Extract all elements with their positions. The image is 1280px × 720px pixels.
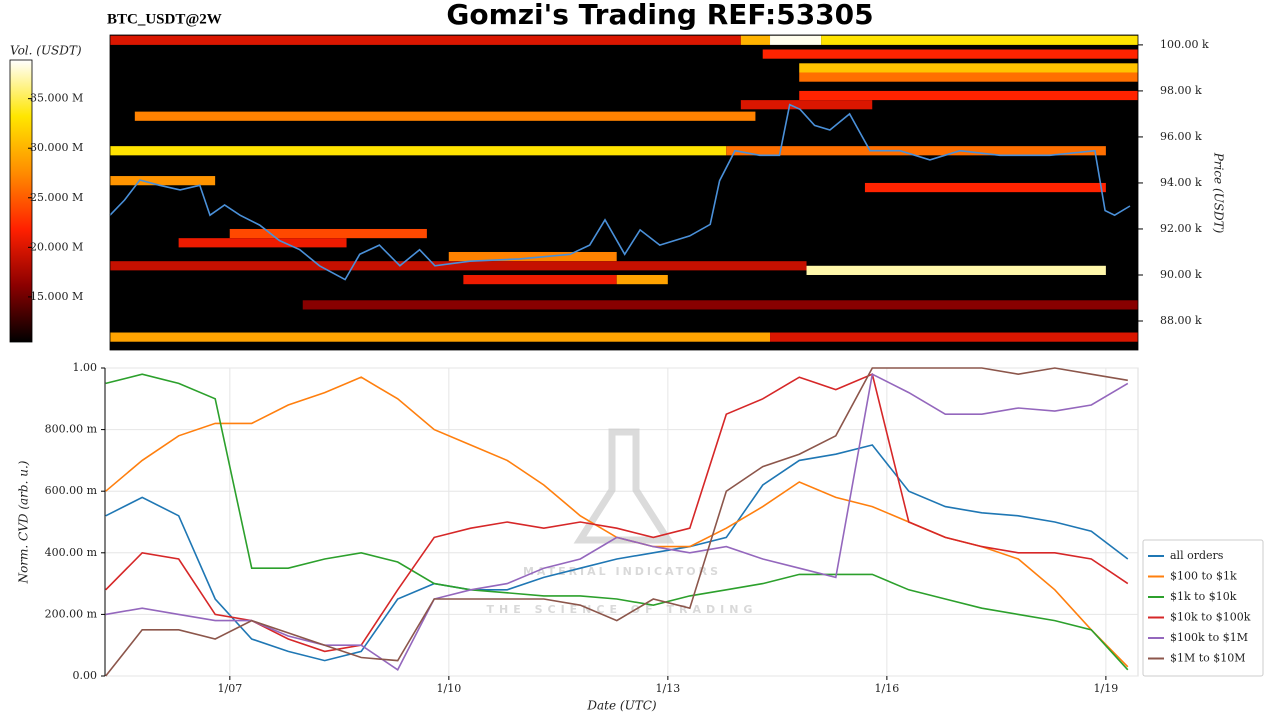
watermark: MATERIAL INDICATORS THE SCIENCE OF TRADI… xyxy=(487,428,758,616)
cvd-line xyxy=(105,444,1129,662)
price-line xyxy=(109,103,1131,281)
heatmap-cell xyxy=(110,261,807,271)
y-tick-label: 100.00 k xyxy=(1160,38,1209,51)
heatmap-frame xyxy=(109,34,1139,351)
heatmap-cell xyxy=(770,35,822,45)
colorbar xyxy=(9,59,33,343)
heatmap-cell xyxy=(110,332,771,342)
x-axis-label: Date (UTC) xyxy=(586,699,656,713)
heatmap-cell xyxy=(799,72,1138,82)
y-axis-label: Price (USDT) xyxy=(1212,152,1226,234)
colorbar-label: Vol. (USDT) xyxy=(10,44,82,58)
y-tick-label: 90.00 k xyxy=(1160,268,1202,281)
colorbar-tick-label: 15.000 M xyxy=(30,290,83,303)
heatmap-cell xyxy=(799,90,1138,101)
legend-label: $100 to $1k xyxy=(1170,570,1237,583)
legend xyxy=(1142,539,1264,677)
heatmap-cell xyxy=(740,35,771,45)
cvd-line xyxy=(105,373,1129,671)
legend-label: $100k to $1M xyxy=(1170,631,1248,644)
chart-subtitle: BTC_USDT@2W xyxy=(107,11,222,27)
colorbar-tick-label: 25.000 M xyxy=(30,191,83,204)
heatmap-cell xyxy=(806,265,1106,275)
y-tick-label: 600.00 m xyxy=(45,484,98,497)
watermark-icon xyxy=(573,428,675,544)
colorbar-tick-label: 35.000 M xyxy=(30,92,83,105)
heatmap-cell xyxy=(134,111,756,121)
heatmap-cell xyxy=(448,251,617,262)
heatmap-cell xyxy=(762,49,1138,59)
y-tick-label: 1.00 xyxy=(73,361,98,374)
heatmap-cell xyxy=(178,238,347,248)
chart-title: Gomzi's Trading REF:53305 xyxy=(446,0,873,31)
heatmap-cell xyxy=(110,35,741,45)
heatmap-cell xyxy=(740,100,873,110)
legend-label: all orders xyxy=(1170,549,1224,562)
heatmap-cell xyxy=(799,63,1138,73)
x-tick-label: 1/07 xyxy=(217,682,242,695)
legend-label: $1M to $10M xyxy=(1170,652,1246,665)
x-tick-label: 1/10 xyxy=(436,682,461,695)
heatmap-background xyxy=(110,35,1138,350)
cvd-line xyxy=(105,367,1128,677)
y-tick-label: 96.00 k xyxy=(1160,130,1202,143)
legend-label: $10k to $100k xyxy=(1170,611,1251,624)
y-tick-label: 98.00 k xyxy=(1160,84,1202,97)
cvd-line xyxy=(105,373,1129,653)
heatmap-cell xyxy=(463,274,617,285)
heatmap-cell xyxy=(616,274,668,285)
colorbar-tick-label: 20.000 M xyxy=(30,240,83,253)
watermark-title: MATERIAL INDICATORS xyxy=(523,565,721,578)
y-tick-label: 88.00 k xyxy=(1160,314,1202,327)
heatmap-cell xyxy=(110,176,216,186)
heatmap-cell xyxy=(229,228,427,239)
x-tick-label: 1/13 xyxy=(656,682,681,695)
y-tick-label: 92.00 k xyxy=(1160,222,1202,235)
heatmap-cell xyxy=(302,300,1138,310)
heatmap-cell xyxy=(821,35,1138,45)
y-tick-label: 94.00 k xyxy=(1160,176,1202,189)
legend-label: $1k to $10k xyxy=(1170,590,1237,603)
y-tick-label: 400.00 m xyxy=(45,546,98,559)
y-tick-label: 800.00 m xyxy=(45,423,98,436)
cvd-line xyxy=(105,373,1129,671)
y-axis-label: Norm. CVD (arb. u.) xyxy=(17,460,31,584)
x-tick-label: 1/16 xyxy=(875,682,900,695)
y-tick-label: 0.00 xyxy=(73,669,98,682)
x-tick-label: 1/19 xyxy=(1094,682,1119,695)
y-tick-label: 200.00 m xyxy=(45,607,98,620)
watermark-subtitle: THE SCIENCE OF TRADING xyxy=(487,603,758,616)
heatmap-cell xyxy=(770,332,1138,342)
heatmap-cell xyxy=(110,146,727,156)
heatmap-cell xyxy=(864,182,1106,193)
heatmap-cell xyxy=(726,146,1106,156)
colorbar-tick-label: 30.000 M xyxy=(30,141,83,154)
